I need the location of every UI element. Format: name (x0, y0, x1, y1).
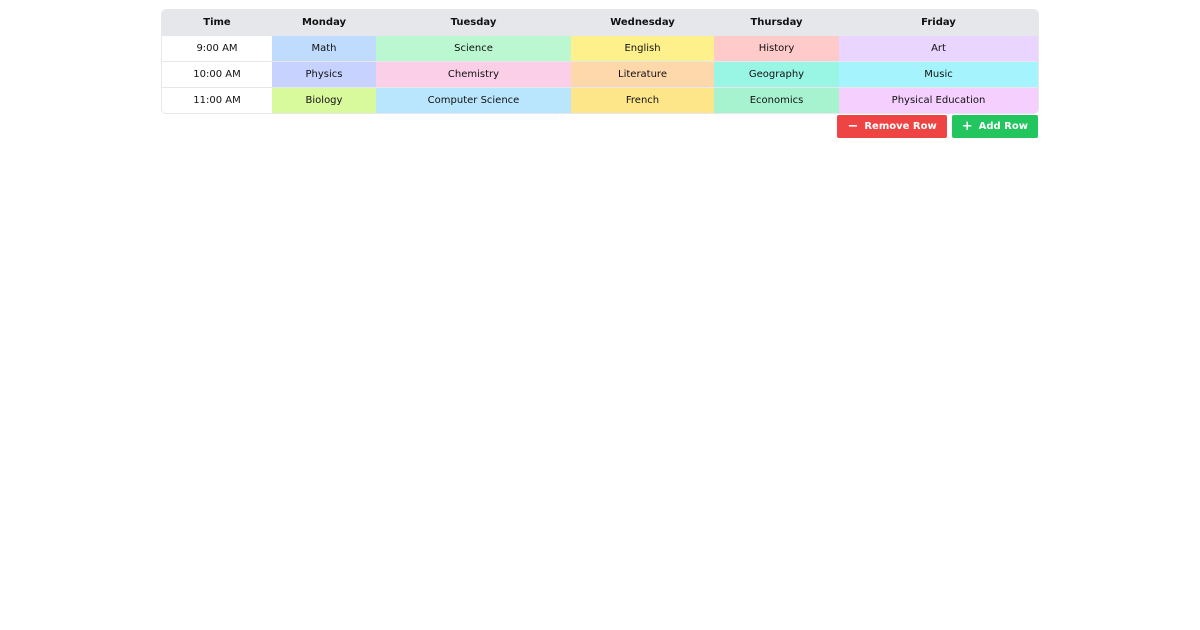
class-cell[interactable]: Geography (714, 61, 839, 88)
class-cell[interactable]: Physics (272, 61, 376, 88)
class-cell[interactable]: Chemistry (376, 61, 571, 88)
add-row-label: Add Row (978, 121, 1028, 132)
class-cell[interactable]: English (571, 35, 714, 62)
plus-icon: + (961, 119, 973, 134)
class-cell[interactable]: Economics (714, 87, 839, 113)
table-row: 10:00 AM Physics Chemistry Literature Geogra… (162, 61, 1038, 88)
class-cell[interactable]: Science (376, 35, 571, 62)
remove-row-button[interactable]: − Remove Row (837, 115, 947, 138)
schedule: Time Monday Tuesday Wednesday Thursday F… (162, 10, 1038, 138)
class-cell[interactable]: History (714, 35, 839, 62)
class-cell[interactable]: Literature (571, 61, 714, 88)
class-cell[interactable]: Physical Education (839, 87, 1038, 113)
header-wednesday: Wednesday (571, 10, 714, 36)
class-cell[interactable]: Biology (272, 87, 376, 113)
time-cell: 11:00 AM (162, 87, 272, 113)
time-cell: 10:00 AM (162, 61, 272, 88)
minus-icon: − (847, 119, 859, 134)
table-row: 11:00 AM Biology Computer Science French Eco… (162, 87, 1038, 113)
schedule-table: Time Monday Tuesday Wednesday Thursday F… (162, 10, 1038, 113)
table-row: 9:00 AM Math Science English History Art (162, 35, 1038, 62)
class-cell[interactable]: Art (839, 35, 1038, 62)
class-cell[interactable]: Math (272, 35, 376, 62)
remove-row-label: Remove Row (864, 121, 937, 132)
time-cell: 9:00 AM (162, 35, 272, 62)
header-friday: Friday (839, 10, 1038, 36)
add-row-button[interactable]: + Add Row (951, 115, 1038, 138)
header-tuesday: Tuesday (376, 10, 571, 36)
header-row: Time Monday Tuesday Wednesday Thursday F… (162, 10, 1038, 36)
header-monday: Monday (272, 10, 376, 36)
class-cell[interactable]: Music (839, 61, 1038, 88)
class-cell[interactable]: French (571, 87, 714, 113)
header-thursday: Thursday (714, 10, 839, 36)
header-time: Time (162, 10, 272, 36)
class-cell[interactable]: Computer Science (376, 87, 571, 113)
